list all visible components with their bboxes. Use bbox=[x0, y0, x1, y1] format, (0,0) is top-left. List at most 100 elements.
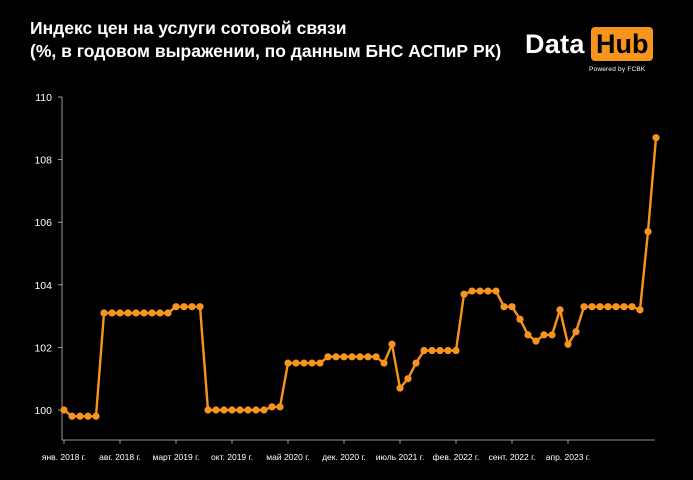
data-point bbox=[76, 412, 84, 420]
data-point bbox=[180, 303, 188, 311]
data-point bbox=[548, 331, 556, 339]
data-point bbox=[132, 309, 140, 317]
data-point bbox=[508, 303, 516, 311]
data-point bbox=[380, 359, 388, 367]
data-point bbox=[612, 303, 620, 311]
data-point bbox=[412, 359, 420, 367]
data-point bbox=[244, 406, 252, 414]
data-point bbox=[540, 331, 548, 339]
data-point bbox=[308, 359, 316, 367]
data-point bbox=[652, 134, 660, 142]
data-point bbox=[340, 353, 348, 361]
data-point bbox=[388, 340, 396, 348]
x-tick-label: янв. 2018 г. bbox=[42, 452, 86, 462]
chart-subtitle: (%, в годовом выражении, по данным БНС А… bbox=[30, 41, 502, 61]
y-tick-label: 106 bbox=[34, 217, 52, 229]
logo-tagline: Powered by FCBK bbox=[589, 66, 646, 73]
data-point bbox=[492, 287, 500, 295]
data-point bbox=[236, 406, 244, 414]
data-point bbox=[476, 287, 484, 295]
series-line bbox=[63, 137, 658, 418]
data-point bbox=[156, 309, 164, 317]
data-point bbox=[172, 303, 180, 311]
x-tick-label: окт. 2019 г. bbox=[211, 452, 253, 462]
y-tick-label: 100 bbox=[34, 405, 52, 417]
data-point bbox=[332, 353, 340, 361]
data-point bbox=[196, 303, 204, 311]
data-point bbox=[212, 406, 220, 414]
data-series bbox=[60, 134, 660, 420]
data-point bbox=[556, 306, 564, 314]
data-point bbox=[644, 227, 652, 236]
data-point bbox=[596, 303, 604, 311]
data-point bbox=[452, 346, 460, 355]
data-point bbox=[372, 353, 380, 361]
data-point bbox=[436, 346, 444, 355]
data-point bbox=[444, 346, 452, 355]
data-point bbox=[484, 287, 492, 295]
data-point bbox=[108, 309, 116, 317]
data-point bbox=[300, 359, 308, 367]
data-point bbox=[188, 303, 196, 311]
y-tick-label: 110 bbox=[35, 92, 52, 104]
data-point bbox=[500, 303, 508, 311]
data-point bbox=[252, 406, 260, 414]
logo-word-data: Data bbox=[525, 29, 585, 59]
data-point bbox=[276, 403, 284, 411]
datahub-logo: Data Hub Powered by FCBK bbox=[525, 27, 655, 77]
data-point bbox=[404, 375, 412, 383]
data-point bbox=[220, 406, 228, 414]
chart-title: Индекс цен на услуги сотовой связи bbox=[30, 18, 347, 38]
data-point bbox=[284, 359, 292, 367]
x-tick-label: март 2019 г. bbox=[152, 452, 199, 462]
data-point bbox=[636, 306, 644, 314]
x-tick-label: дек. 2020 г. bbox=[322, 452, 366, 462]
data-point bbox=[268, 403, 276, 411]
data-point bbox=[292, 359, 300, 367]
x-tick-label: авг. 2018 г. bbox=[99, 452, 141, 462]
y-tick-label: 102 bbox=[34, 342, 52, 354]
logo-word-hub: Hub bbox=[591, 27, 654, 61]
x-tick-label: сент. 2022 г. bbox=[488, 452, 535, 462]
x-axis-ticks: янв. 2018 г. авг. 2018 г. март 2019 г. окт.… bbox=[42, 440, 590, 462]
data-point bbox=[92, 412, 100, 420]
data-point bbox=[468, 287, 476, 295]
data-point bbox=[364, 353, 372, 361]
data-point bbox=[628, 303, 636, 311]
x-tick-label: апр. 2023 г. bbox=[546, 452, 590, 462]
data-point bbox=[420, 346, 428, 355]
data-point bbox=[604, 303, 612, 311]
x-tick-label: фев. 2022 г. bbox=[433, 452, 480, 462]
data-point bbox=[564, 340, 572, 348]
data-point bbox=[228, 406, 236, 414]
x-tick-label: май 2020 г. bbox=[266, 452, 309, 462]
data-point bbox=[356, 353, 364, 361]
data-point bbox=[204, 406, 212, 414]
data-point bbox=[124, 309, 132, 317]
data-point bbox=[524, 331, 532, 339]
data-point bbox=[260, 406, 268, 414]
data-point bbox=[68, 412, 76, 420]
data-point bbox=[532, 337, 540, 345]
data-point bbox=[100, 309, 108, 317]
data-point bbox=[60, 406, 68, 414]
data-point bbox=[516, 315, 524, 323]
data-point bbox=[84, 412, 92, 420]
data-point bbox=[324, 353, 332, 361]
data-point bbox=[164, 309, 172, 317]
data-point bbox=[316, 359, 324, 367]
data-point bbox=[116, 309, 124, 317]
data-point bbox=[460, 290, 468, 298]
data-point bbox=[620, 303, 628, 311]
data-point bbox=[348, 353, 356, 361]
data-point bbox=[588, 303, 596, 311]
data-point bbox=[396, 384, 404, 392]
y-tick-label: 108 bbox=[34, 155, 52, 167]
chart-axes bbox=[61, 97, 655, 441]
data-point bbox=[428, 346, 436, 355]
chart-title-block: Индекс цен на услуги сотовой связи (%, в… bbox=[30, 17, 501, 63]
data-point bbox=[148, 309, 156, 317]
data-point bbox=[140, 309, 148, 317]
y-axis-ticks: 100 102 104 106 108 110 bbox=[34, 92, 62, 417]
